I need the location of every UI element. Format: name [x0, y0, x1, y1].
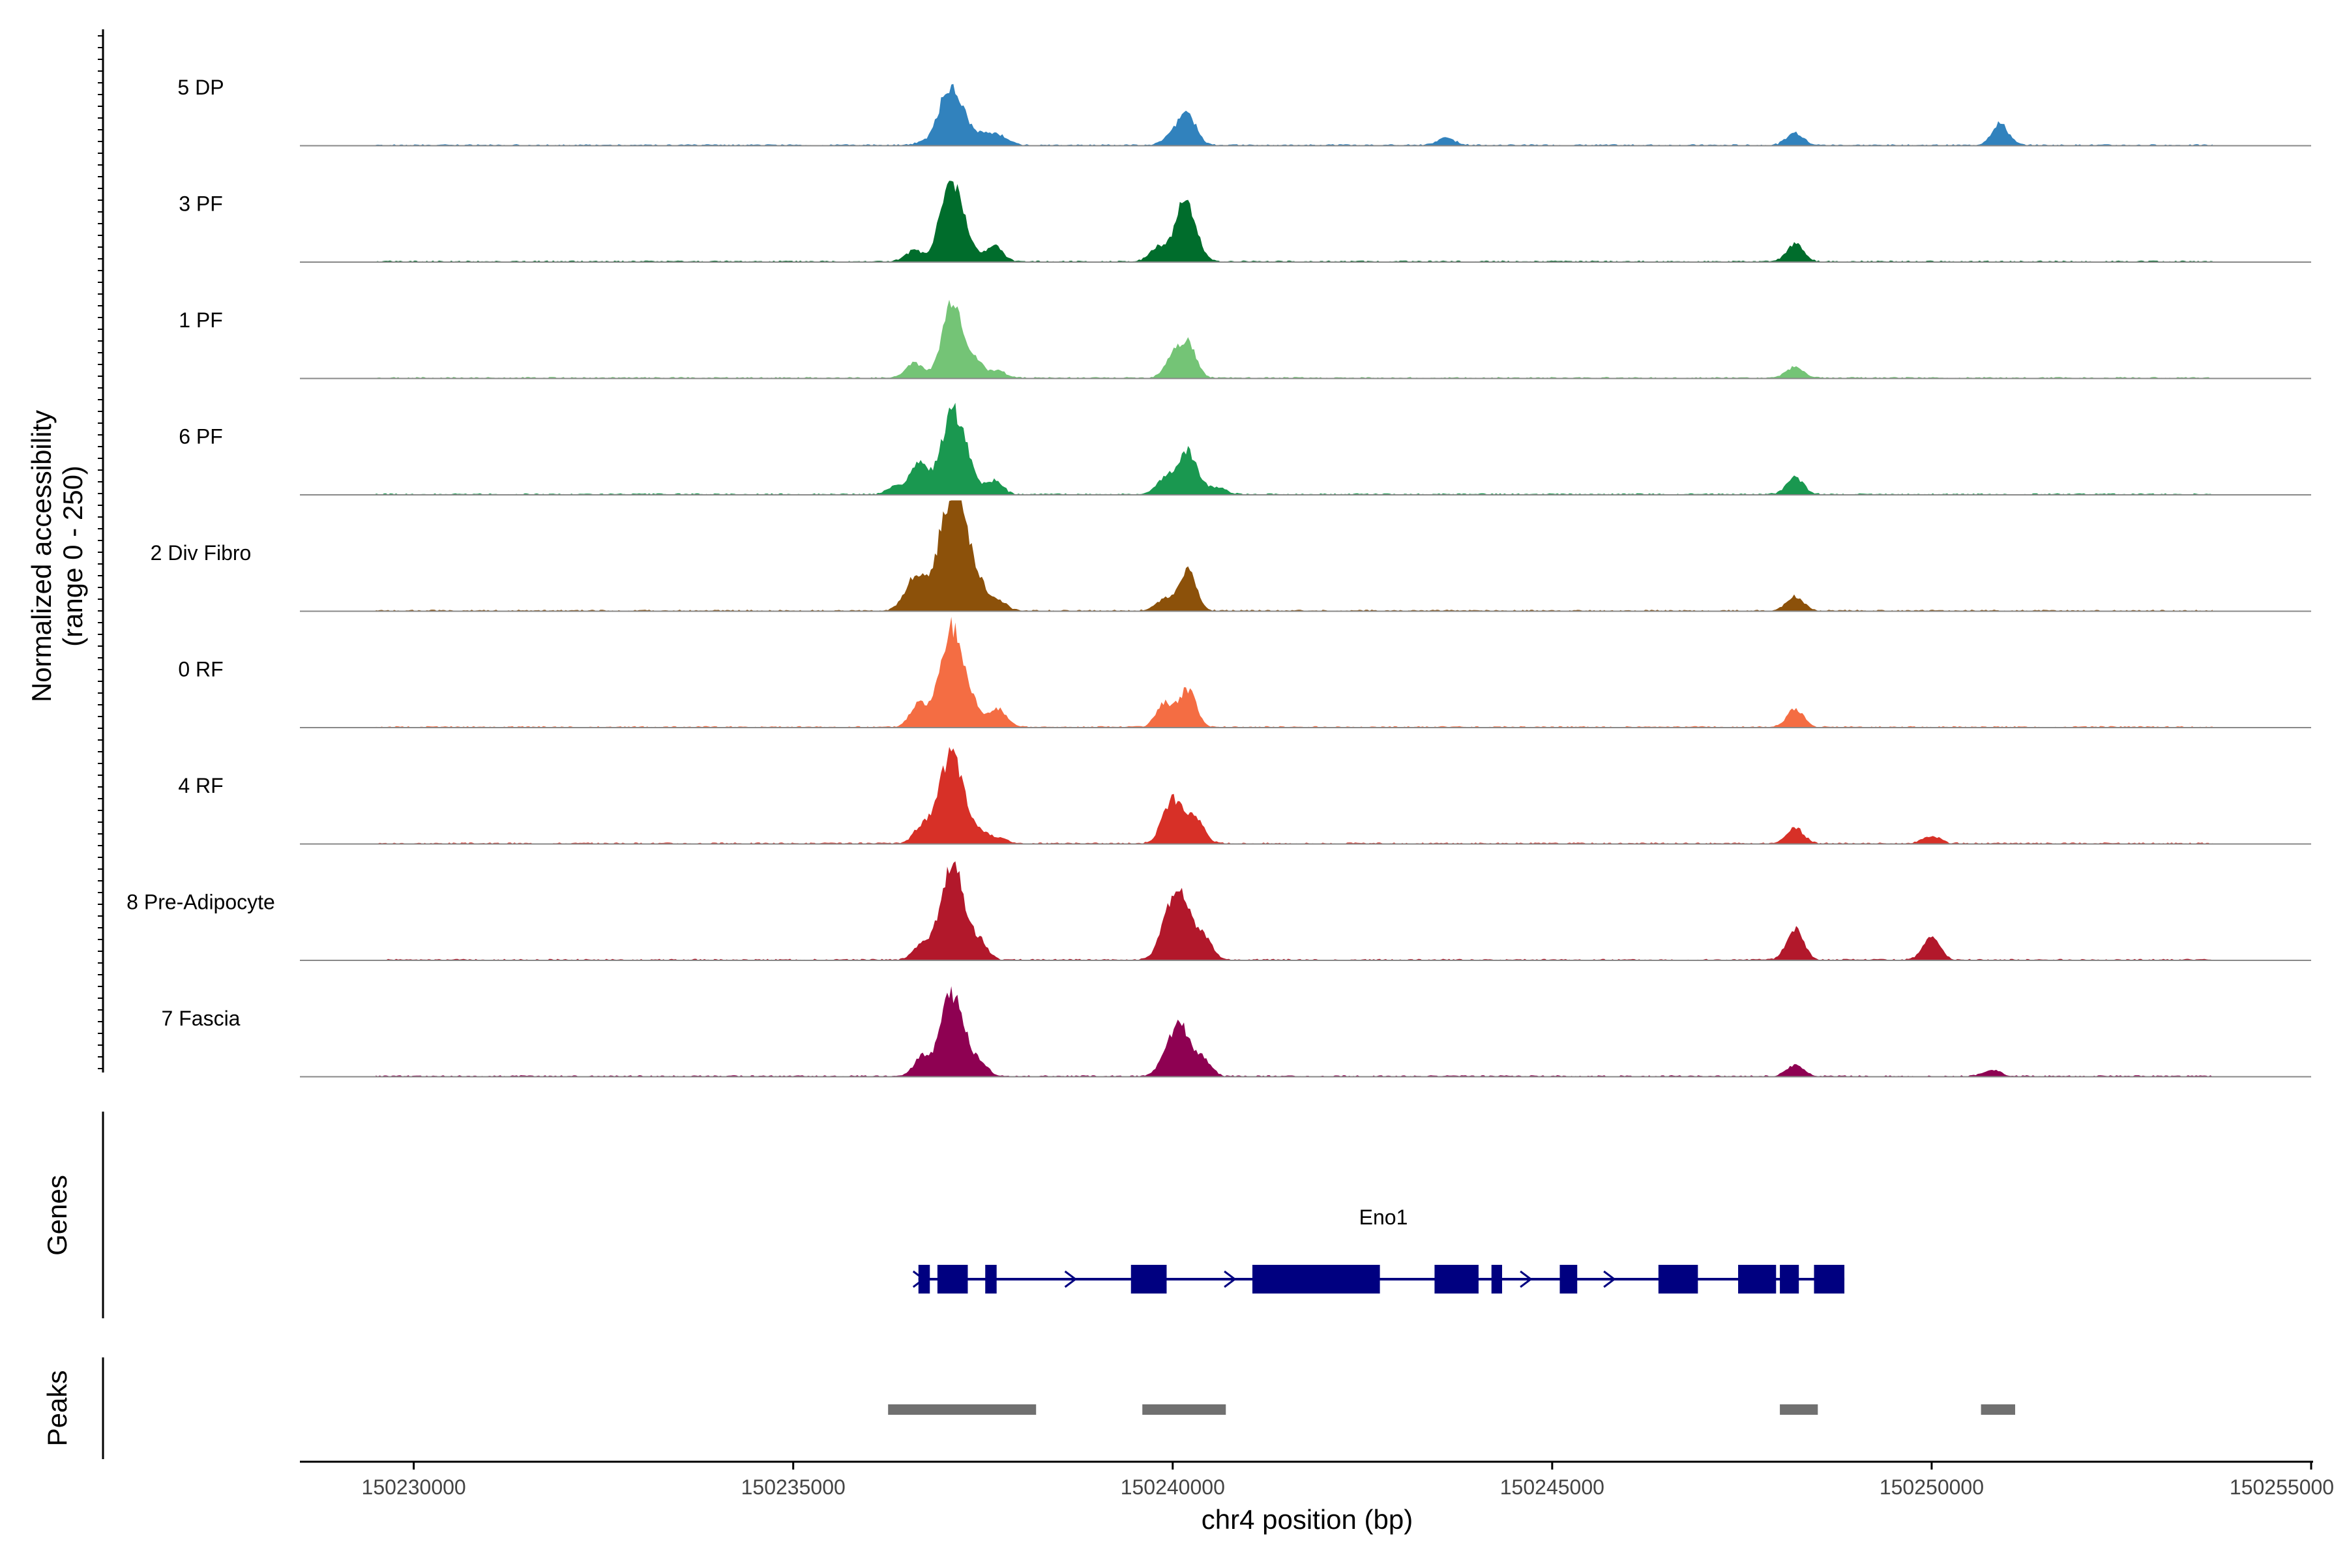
y-axis-title: Normalized accessibility — [26, 410, 57, 702]
strand-arrow — [912, 1270, 926, 1288]
x-tick-label: 150230000 — [362, 1475, 466, 1499]
y-axis-ticks — [98, 35, 103, 1069]
y-axis — [98, 29, 104, 1072]
peaks-track — [888, 1404, 2015, 1415]
x-axis-ticks: 150230000 150235000 150240000 150245000 1502… — [362, 1462, 2334, 1499]
strand-arrow — [1520, 1270, 1533, 1288]
coverage-area — [376, 617, 2213, 728]
peak-region — [888, 1404, 1037, 1415]
track-3: 6 PF — [179, 402, 2311, 496]
gene-exon — [1658, 1265, 1698, 1294]
x-tick-label: 150255000 — [2230, 1475, 2334, 1499]
peak-region — [1981, 1404, 2015, 1415]
x-tick-label: 150235000 — [741, 1475, 846, 1499]
coverage-area — [376, 402, 2213, 495]
gene-name-label: Eno1 — [1359, 1206, 1408, 1229]
strand-arrow — [1224, 1270, 1237, 1288]
strand-arrow — [1603, 1270, 1616, 1288]
gene-track — [912, 1265, 1845, 1294]
track-label: 6 PF — [179, 425, 223, 449]
track-label: 2 Div Fibro — [151, 541, 252, 565]
gene-exon — [1130, 1265, 1167, 1294]
gene-exon — [1559, 1265, 1578, 1294]
track-label: 5 DP — [177, 76, 224, 99]
coverage-area — [376, 861, 2213, 960]
track-label: 4 RF — [178, 774, 223, 797]
x-tick-label: 150240000 — [1121, 1475, 1225, 1499]
coverage-tracks: 5 DP 3 PF 1 PF 6 PF 2 Div Fibro 0 RF 4 RF 8 Pre… — [126, 76, 2311, 1078]
x-axis-title: chr4 position (bp) — [1202, 1504, 1413, 1535]
peak-region — [1142, 1404, 1226, 1415]
track-label: 0 RF — [178, 658, 223, 681]
peaks-panel-title: Peaks — [42, 1370, 72, 1447]
genes-panel-title: Genes — [42, 1175, 72, 1256]
track-6: 4 RF — [178, 747, 2311, 845]
gene-exon — [1780, 1265, 1799, 1294]
track-label: 7 Fascia — [162, 1007, 241, 1030]
gene-exon — [1252, 1265, 1380, 1294]
gene-exon — [1814, 1265, 1845, 1294]
y-axis-range-label: (range 0 - 250) — [57, 466, 88, 647]
track-2: 1 PF — [179, 299, 2311, 379]
x-tick-label: 150250000 — [1880, 1475, 1984, 1499]
track-1: 3 PF — [179, 181, 2311, 263]
gene-exon — [985, 1265, 997, 1294]
track-8: 7 Fascia — [162, 986, 2311, 1078]
gene-exon — [1738, 1265, 1777, 1294]
track-label: 8 Pre-Adipocyte — [126, 891, 275, 914]
coverage-area — [376, 299, 2213, 379]
coverage-area — [376, 181, 2213, 262]
track-label: 3 PF — [179, 192, 223, 216]
coverage-area — [376, 83, 2213, 146]
track-5: 0 RF — [178, 617, 2311, 728]
gene-exon — [1491, 1265, 1503, 1294]
track-0: 5 DP — [177, 76, 2311, 147]
peak-region — [1780, 1404, 1818, 1415]
track-4: 2 Div Fibro — [151, 500, 2311, 612]
strand-arrow — [943, 1270, 956, 1288]
strand-arrow — [1064, 1270, 1078, 1288]
gene-exon — [1434, 1265, 1479, 1294]
coverage-area — [376, 986, 2213, 1077]
track-label: 1 PF — [179, 308, 223, 332]
track-7: 8 Pre-Adipocyte — [126, 861, 2311, 961]
coverage-area — [376, 500, 2213, 612]
x-tick-label: 150245000 — [1500, 1475, 1604, 1499]
coverage-area — [376, 747, 2213, 844]
